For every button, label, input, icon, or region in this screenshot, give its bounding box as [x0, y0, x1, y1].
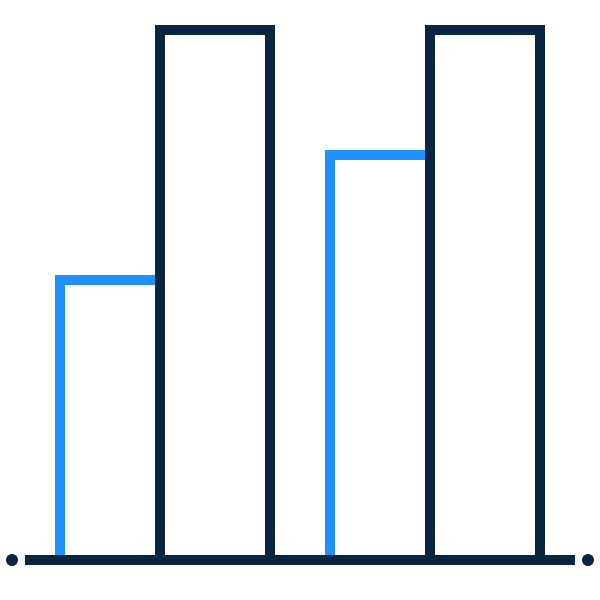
baseline-dot-right: [582, 554, 594, 566]
baseline-dot-left: [6, 554, 18, 566]
bar-chart-icon: [0, 0, 600, 600]
